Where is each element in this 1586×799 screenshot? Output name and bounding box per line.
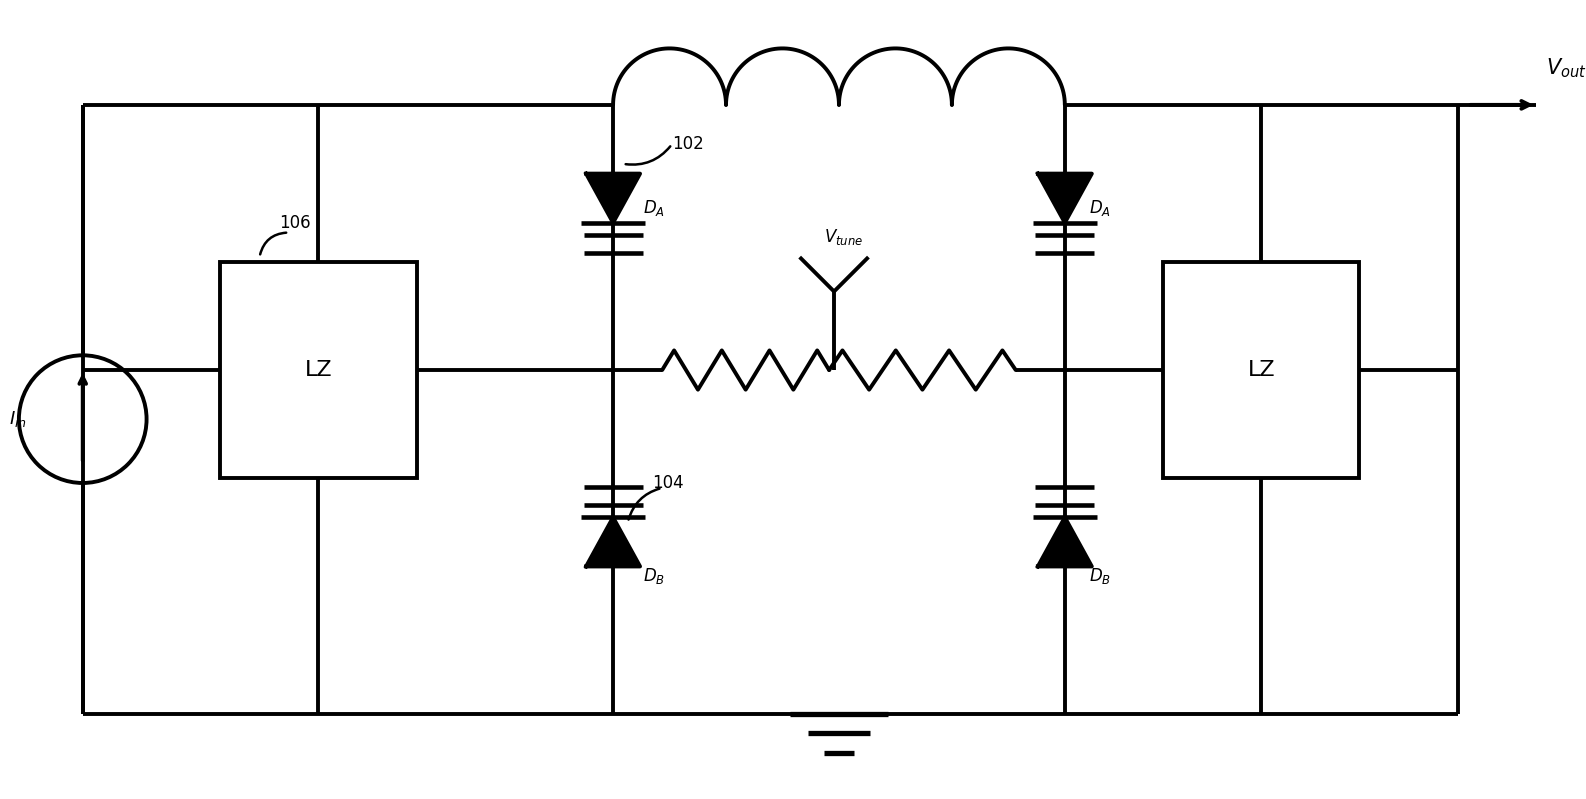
Bar	[1163, 262, 1359, 478]
Text: LZ: LZ	[1248, 360, 1275, 380]
Text: $V_{out}$: $V_{out}$	[1546, 57, 1586, 81]
Text: 106: 106	[279, 213, 311, 232]
Text: 104: 104	[652, 474, 684, 492]
Text: $D_B$: $D_B$	[642, 566, 665, 586]
Text: $V_{tune}$: $V_{tune}$	[825, 227, 863, 247]
Polygon shape	[1037, 173, 1091, 223]
Polygon shape	[1037, 517, 1091, 566]
Bar	[220, 262, 417, 478]
Polygon shape	[587, 517, 641, 566]
Text: LZ: LZ	[305, 360, 331, 380]
Text: $D_A$: $D_A$	[1090, 198, 1112, 218]
Text: $D_A$: $D_A$	[642, 198, 665, 218]
Text: $D_B$: $D_B$	[1090, 566, 1112, 586]
Text: $I_{in}$: $I_{in}$	[10, 409, 27, 429]
Text: 102: 102	[672, 135, 704, 153]
Polygon shape	[587, 173, 641, 223]
